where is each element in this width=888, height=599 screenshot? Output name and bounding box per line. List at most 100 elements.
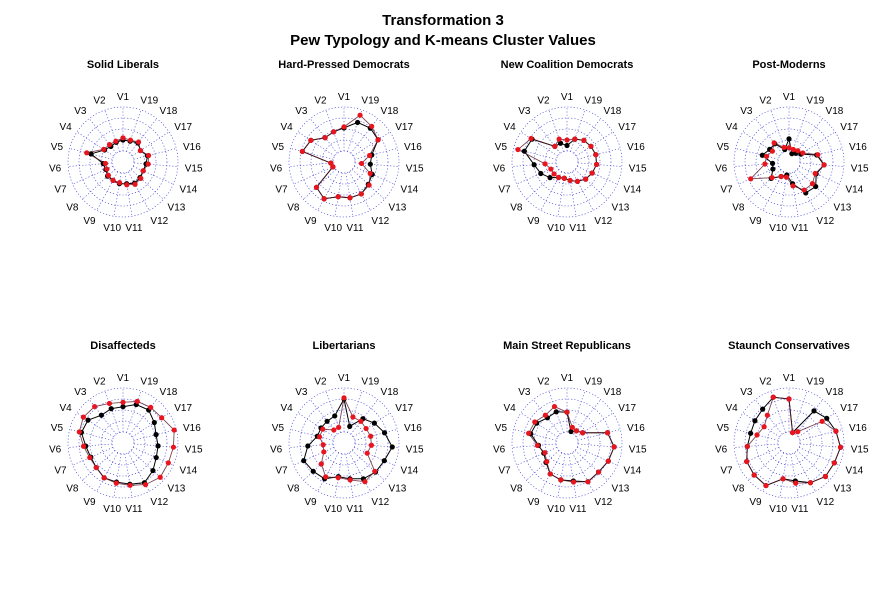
spoke-label: V17 (395, 122, 413, 133)
typology-point (331, 129, 337, 135)
grid-ring (522, 398, 612, 488)
typology-point (105, 172, 112, 179)
typology-point (313, 184, 320, 190)
spoke-line (127, 452, 150, 492)
spoke-line (127, 171, 150, 211)
spoke-line (571, 171, 594, 211)
spoke-label: V18 (604, 387, 622, 398)
grid-ring (299, 117, 389, 207)
spoke-line (512, 443, 557, 448)
typology-point (116, 180, 123, 186)
spoke-line (762, 452, 785, 492)
spoke-line (512, 162, 557, 167)
spoke-line (130, 169, 164, 200)
figure-title-line1: Transformation 3 (382, 12, 504, 29)
typology-point (763, 482, 769, 489)
typology-point (547, 471, 553, 477)
spoke-line (795, 399, 824, 435)
typology-point (142, 481, 149, 488)
spoke-label: V16 (849, 142, 867, 153)
spoke-line (350, 399, 379, 435)
spoke-line (577, 148, 621, 160)
typology-point (558, 477, 564, 483)
typology-point (595, 469, 602, 475)
spoke-label: V2 (759, 96, 772, 107)
typology-point (781, 144, 787, 151)
spoke-label: V1 (783, 373, 796, 384)
spoke-label: V4 (504, 403, 517, 414)
grid-ring (332, 150, 356, 174)
spoke-label: V7 (720, 185, 733, 196)
typology-point (770, 394, 776, 400)
grid-ring (544, 420, 590, 466)
typology-point (170, 444, 177, 450)
typology-point (316, 434, 323, 440)
spoke-label: V16 (183, 423, 201, 434)
typology-point (572, 136, 578, 142)
typology-point (790, 146, 796, 153)
spoke-line (347, 109, 363, 152)
spoke-line (126, 390, 142, 433)
grid-ring (111, 150, 135, 174)
spoke-line (353, 166, 395, 185)
spoke-line (573, 118, 602, 154)
spoke-label: V16 (627, 423, 645, 434)
typology-point (84, 150, 90, 156)
spoke-line (88, 399, 117, 435)
panel-title: New Coalition Democrats (501, 59, 634, 71)
typology-point (357, 112, 363, 118)
cluster-series-line (80, 403, 159, 485)
spoke-line (513, 429, 557, 441)
typology-point (783, 174, 790, 180)
typology-point (789, 429, 796, 436)
typology-point (369, 123, 375, 130)
typology-point (564, 137, 570, 143)
grid-ring (332, 431, 356, 455)
cluster-point (98, 412, 104, 418)
spoke-line (297, 131, 335, 157)
spoke-label: V3 (740, 106, 753, 117)
spoke-label: V6 (49, 163, 62, 174)
spoke-line (792, 109, 808, 152)
panel-title: Libertarians (313, 340, 376, 352)
grid-ring (288, 387, 400, 499)
spoke-label: V17 (840, 122, 858, 133)
spoke-label: V18 (826, 106, 844, 117)
typology-point (135, 139, 142, 145)
grid-ring (522, 117, 612, 207)
spoke-line (748, 169, 782, 200)
cluster-point (151, 419, 157, 426)
spoke-label: V17 (174, 122, 192, 133)
cluster-point (310, 468, 316, 474)
spoke-label: V9 (83, 497, 96, 508)
spoke-line (779, 453, 788, 498)
typology-point (364, 450, 370, 456)
spoke-label: V12 (594, 497, 612, 508)
typology-point (593, 161, 600, 168)
typology-point (569, 424, 575, 430)
spoke-line (334, 453, 343, 498)
spoke-label: V18 (826, 387, 844, 398)
typology-point (821, 162, 827, 168)
spoke-label: V4 (60, 403, 73, 414)
typology-point (585, 479, 591, 485)
spoke-line (734, 443, 779, 448)
spoke-label: V16 (404, 142, 422, 153)
typology-point (102, 160, 109, 167)
typology-point (80, 443, 87, 449)
typology-point (528, 135, 534, 142)
spoke-label: V8 (287, 484, 300, 495)
typology-point (335, 194, 341, 200)
spoke-label: V10 (103, 223, 121, 234)
spoke-label: V12 (150, 216, 168, 227)
typology-point (556, 136, 562, 142)
spoke-label: V19 (806, 96, 824, 107)
spoke-label: V12 (371, 497, 389, 508)
typology-point (368, 442, 375, 448)
panel-title: Hard-Pressed Democrats (278, 59, 409, 71)
typology-point (769, 175, 775, 181)
cluster-point (811, 408, 817, 414)
spoke-label: V7 (498, 185, 511, 196)
spoke-label: V7 (275, 185, 288, 196)
